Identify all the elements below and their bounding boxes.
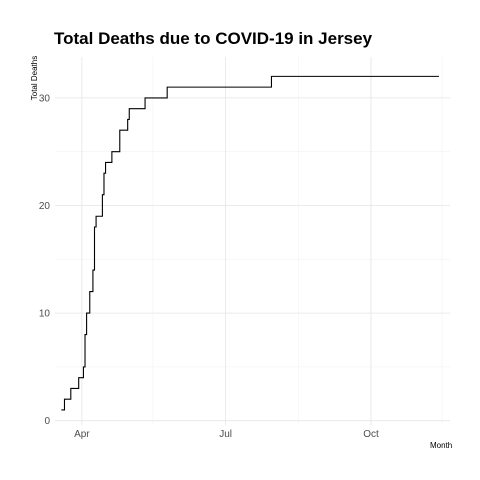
grid xyxy=(55,57,450,425)
y-axis-ticks: 0 10 20 30 xyxy=(39,93,51,427)
x-tick-label: Oct xyxy=(363,429,379,440)
y-tick-label: 10 xyxy=(39,309,51,320)
y-tick-label: 20 xyxy=(39,201,51,212)
x-tick-label: Jul xyxy=(219,429,232,440)
chart-title: Total Deaths due to COVID-19 in Jersey xyxy=(54,29,373,48)
y-axis-title: Total Deaths xyxy=(30,56,39,100)
series-line-total-deaths xyxy=(61,75,439,411)
y-tick-label: 0 xyxy=(44,416,50,427)
x-axis-title: Month xyxy=(430,441,452,450)
x-axis-ticks: Apr Jul Oct xyxy=(74,429,379,440)
x-tick-label: Apr xyxy=(74,429,90,440)
y-tick-label: 30 xyxy=(39,93,51,104)
